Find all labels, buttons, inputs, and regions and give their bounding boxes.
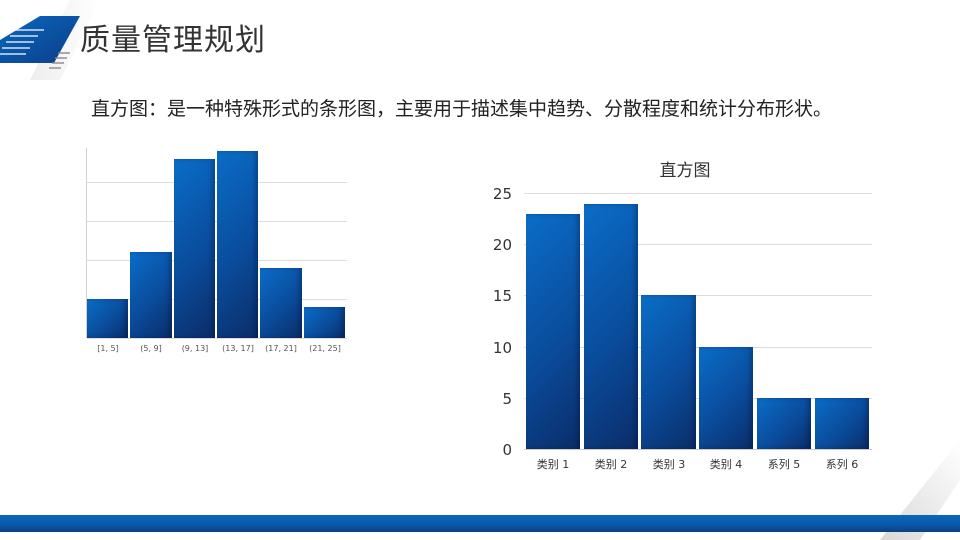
bar [260,268,302,338]
bar [304,307,345,338]
gridline [524,347,872,348]
bar [174,159,215,338]
x-tick-label: (5, 9] [140,344,162,353]
y-tick-label: 10 [492,339,512,357]
bar [641,295,696,449]
x-axis-line [524,449,872,450]
bar [699,347,753,449]
x-tick-label: [1, 5] [97,344,119,353]
bar [815,398,869,449]
x-tick-label: 系列 5 [767,458,801,471]
y-axis-line [86,148,87,338]
gridline [524,193,872,194]
page-title: 质量管理规划 [80,23,266,58]
x-tick-label: (21, 25] [309,344,341,353]
bar [757,398,811,449]
bar [87,299,128,338]
description-text: 直方图：是一种特殊形式的条形图，主要用于描述集中趋势、分散程度和统计分布形状。 [91,98,833,120]
chart-title: 直方图 [659,161,711,181]
footer-band [0,515,960,532]
x-tick-label: (17, 21] [265,344,297,353]
bar [130,252,172,338]
bar [584,204,638,449]
x-axis-line [87,338,347,339]
y-tick-label: 25 [492,185,512,203]
x-tick-label: 类别 4 [709,458,743,471]
gridline [524,295,872,296]
y-tick-label: 15 [492,287,512,305]
y-tick-label: 0 [502,441,512,459]
x-tick-label: 类别 1 [536,458,570,471]
x-tick-label: (13, 17] [222,344,254,353]
y-tick-label: 5 [502,390,512,408]
bar [526,214,580,449]
x-tick-label: 类别 3 [652,458,686,471]
y-tick-label: 20 [492,236,512,254]
x-tick-label: (9, 13] [181,344,209,353]
x-tick-label: 系列 6 [825,458,859,471]
top-left-decoration [0,0,100,80]
gridline [524,398,872,399]
bar [217,151,258,338]
x-tick-label: 类别 2 [594,458,628,471]
gridline [524,244,872,245]
